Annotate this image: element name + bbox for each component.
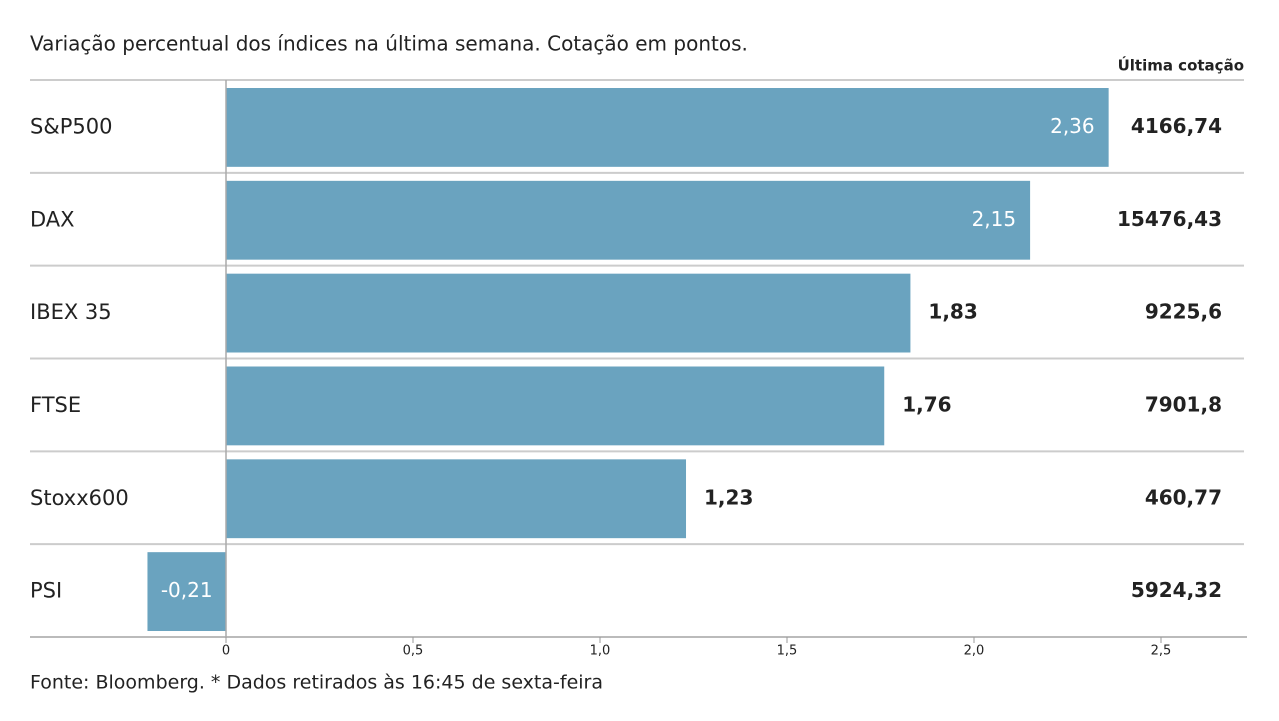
last-quote: 7901,8 (1145, 392, 1222, 416)
last-quote: 9225,6 (1145, 300, 1222, 324)
category-label: S&P500 (30, 114, 112, 138)
x-tick-label: 1,5 (777, 644, 798, 659)
x-tick-label: 2,0 (964, 644, 985, 659)
column-header: Última cotação (1118, 56, 1244, 75)
category-label: DAX (30, 207, 75, 231)
value-label: 1,23 (704, 485, 753, 509)
value-label: -0,21 (161, 578, 213, 602)
bar (147, 552, 226, 631)
value-label: 2,36 (1050, 114, 1095, 138)
category-label: IBEX 35 (30, 300, 112, 324)
category-label: PSI (30, 579, 62, 603)
last-quote: 460,77 (1145, 485, 1222, 509)
last-quote: 15476,43 (1117, 207, 1222, 231)
last-quote: 5924,32 (1131, 578, 1222, 602)
footer: Fonte: Bloomberg. * Dados retirados às 1… (30, 672, 603, 694)
category-label: Stoxx600 (30, 486, 129, 510)
category-label: FTSE (30, 393, 81, 417)
bar (226, 366, 885, 446)
chart-title: Variação percentual dos índices na últim… (30, 32, 748, 56)
value-label: 1,83 (928, 300, 977, 324)
bar (226, 180, 1031, 260)
bar (226, 88, 1109, 167)
x-tick-label: 0 (222, 644, 230, 659)
bar (226, 459, 687, 539)
value-label: 2,15 (972, 207, 1017, 231)
value-label: 1,76 (902, 392, 951, 416)
x-tick-label: 0,5 (403, 644, 424, 659)
x-tick-label: 1,0 (590, 644, 611, 659)
x-tick-label: 2,5 (1151, 644, 1172, 659)
bar (226, 273, 911, 353)
last-quote: 4166,74 (1131, 114, 1222, 138)
